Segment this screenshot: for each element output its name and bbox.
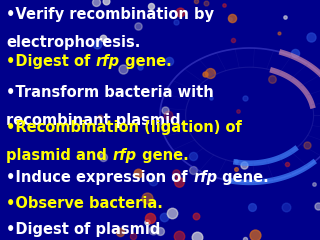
Text: rfp: rfp <box>96 54 120 69</box>
Text: •Observe bacteria.: •Observe bacteria. <box>6 196 163 211</box>
Text: plasmid and: plasmid and <box>6 148 112 163</box>
Text: •Induce expression of: •Induce expression of <box>6 170 193 185</box>
Text: rfp: rfp <box>193 170 217 185</box>
Text: gene.: gene. <box>120 54 172 69</box>
Text: gene.: gene. <box>137 148 188 163</box>
Text: •Digest of: •Digest of <box>6 54 96 69</box>
Text: recombinant plasmid.: recombinant plasmid. <box>6 113 187 128</box>
Text: •Verify recombination by: •Verify recombination by <box>6 7 214 22</box>
Text: electrophoresis.: electrophoresis. <box>6 35 141 50</box>
Text: gene.: gene. <box>217 170 269 185</box>
Text: rfp: rfp <box>112 148 137 163</box>
Text: •Transform bacteria with: •Transform bacteria with <box>6 85 214 100</box>
Text: •Digest of plasmid: •Digest of plasmid <box>6 222 161 237</box>
Text: •Recombination (ligation) of: •Recombination (ligation) of <box>6 120 242 135</box>
